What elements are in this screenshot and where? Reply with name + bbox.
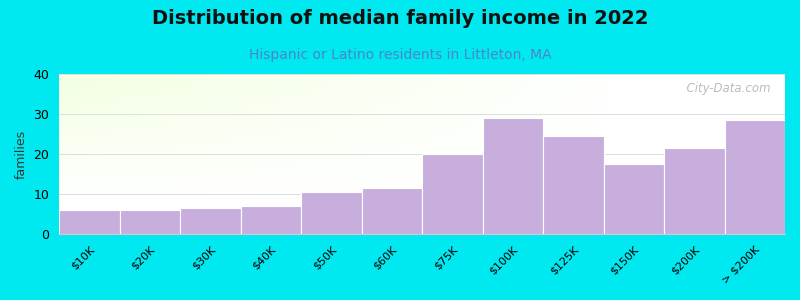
- Bar: [422, 154, 482, 234]
- Bar: [725, 120, 785, 234]
- Bar: [362, 188, 422, 234]
- Bar: [301, 192, 362, 234]
- Bar: [543, 136, 603, 234]
- Bar: [664, 148, 725, 234]
- Bar: [241, 206, 301, 234]
- Bar: [120, 210, 180, 234]
- Text: City-Data.com: City-Data.com: [679, 82, 770, 95]
- Text: Distribution of median family income in 2022: Distribution of median family income in …: [152, 9, 648, 28]
- Bar: [603, 164, 664, 234]
- Bar: [180, 208, 241, 234]
- Text: Hispanic or Latino residents in Littleton, MA: Hispanic or Latino residents in Littleto…: [249, 48, 551, 62]
- Y-axis label: families: families: [15, 130, 28, 179]
- Bar: [482, 118, 543, 234]
- Bar: [59, 210, 120, 234]
